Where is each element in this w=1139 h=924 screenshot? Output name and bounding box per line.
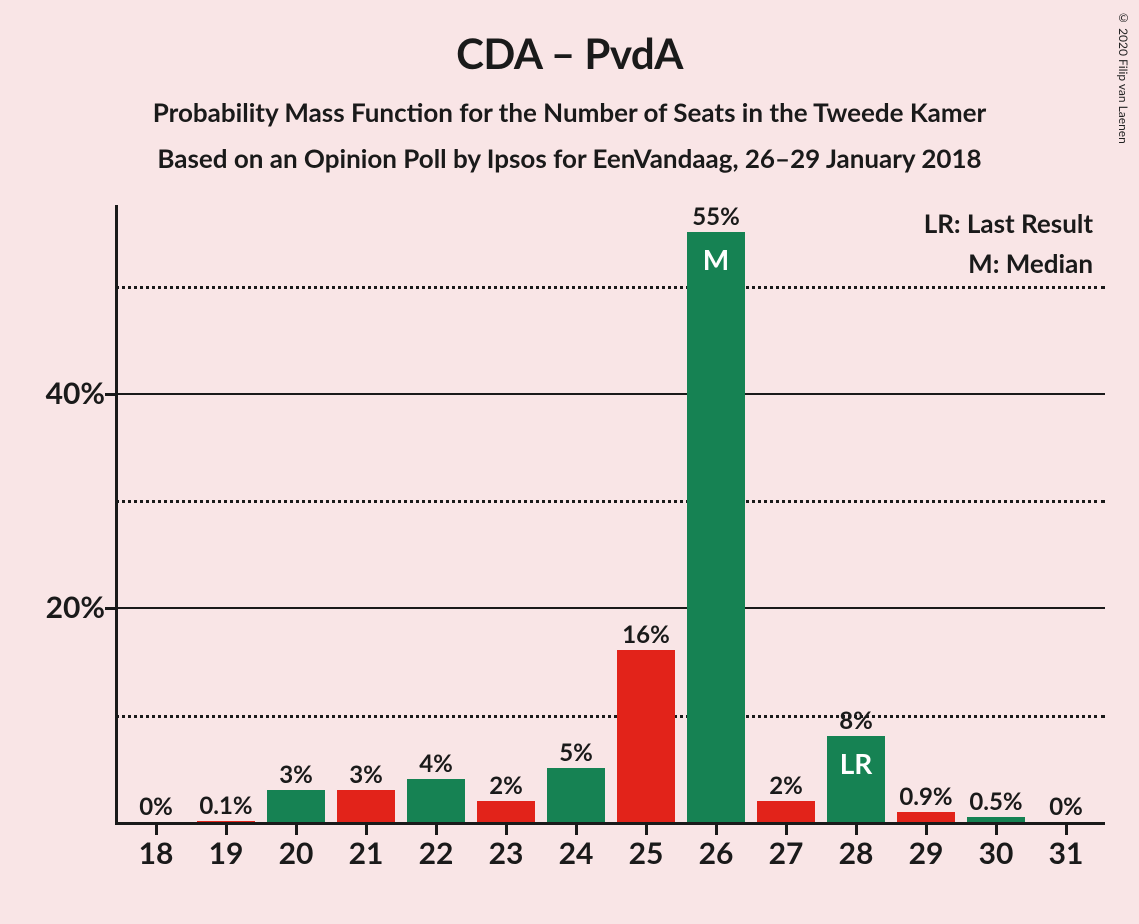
bar-25 (617, 650, 675, 822)
x-tick-mark (575, 825, 578, 835)
x-tick-label-31: 31 (1049, 835, 1084, 871)
gridline-minor (115, 500, 1105, 503)
y-tick-label: 40% (46, 375, 105, 411)
bar-19 (197, 821, 255, 822)
bar-inside-label-26: M (703, 242, 729, 276)
x-tick-label-24: 24 (559, 835, 594, 871)
x-tick-mark (435, 825, 438, 835)
chart-plot-area: LR: Last Result M: Median 20%40%0%180.1%… (115, 205, 1105, 825)
bar-value-label-28: 8% (839, 706, 873, 735)
x-tick-label-29: 29 (909, 835, 944, 871)
legend-m: M: Median (924, 247, 1093, 279)
bar-24 (547, 768, 605, 822)
x-tick-mark (365, 825, 368, 835)
y-tick-mark (105, 607, 115, 610)
y-axis-line (115, 205, 118, 825)
x-tick-mark (155, 825, 158, 835)
chart-title: CDA – PvdA (0, 0, 1139, 78)
copyright-text: © 2020 Filip van Laenen (1116, 10, 1131, 144)
gridline-minor (115, 715, 1105, 718)
bar-value-label-29: 0.9% (899, 782, 952, 811)
x-tick-label-30: 30 (979, 835, 1014, 871)
x-tick-mark (505, 825, 508, 835)
x-tick-mark (1065, 825, 1068, 835)
bar-value-label-25: 16% (622, 620, 670, 649)
bar-value-label-20: 3% (279, 760, 313, 789)
bar-27 (757, 801, 815, 822)
x-tick-label-25: 25 (629, 835, 664, 871)
bar-20 (267, 790, 325, 822)
x-tick-label-21: 21 (349, 835, 384, 871)
x-tick-label-22: 22 (419, 835, 454, 871)
bar-value-label-27: 2% (769, 771, 803, 800)
bar-29 (897, 812, 955, 822)
x-tick-label-20: 20 (279, 835, 314, 871)
x-tick-mark (855, 825, 858, 835)
bar-value-label-19: 0.1% (199, 791, 252, 820)
bar-value-label-30: 0.5% (969, 787, 1022, 816)
gridline-major (115, 393, 1105, 395)
bar-value-label-31: 0% (1049, 792, 1083, 821)
x-tick-label-23: 23 (489, 835, 524, 871)
bar-value-label-24: 5% (559, 738, 593, 767)
x-axis-line (115, 822, 1105, 825)
bar-value-label-26: 55% (692, 202, 740, 231)
gridline-minor (115, 286, 1105, 289)
bar-value-label-21: 3% (349, 760, 383, 789)
x-tick-label-18: 18 (139, 835, 174, 871)
y-tick-label: 20% (46, 589, 105, 625)
x-tick-label-28: 28 (839, 835, 874, 871)
bar-inside-label-28: LR (840, 746, 873, 780)
bar-26: M (687, 232, 745, 822)
x-tick-mark (785, 825, 788, 835)
bar-28: LR (827, 736, 885, 822)
x-tick-label-19: 19 (209, 835, 244, 871)
gridline-major (115, 607, 1105, 609)
bar-30 (967, 817, 1025, 822)
legend-lr: LR: Last Result (924, 207, 1093, 239)
bar-value-label-23: 2% (489, 771, 523, 800)
chart-legend: LR: Last Result M: Median (924, 207, 1093, 287)
x-tick-mark (715, 825, 718, 835)
x-tick-mark (995, 825, 998, 835)
bar-value-label-18: 0% (139, 792, 173, 821)
bar-23 (477, 801, 535, 822)
bar-22 (407, 779, 465, 822)
x-tick-mark (645, 825, 648, 835)
x-tick-mark (225, 825, 228, 835)
x-tick-label-27: 27 (769, 835, 804, 871)
x-tick-mark (295, 825, 298, 835)
chart-subtitle-1: Probability Mass Function for the Number… (0, 96, 1139, 128)
bar-value-label-22: 4% (419, 749, 453, 778)
x-tick-label-26: 26 (699, 835, 734, 871)
x-tick-mark (925, 825, 928, 835)
y-tick-mark (105, 393, 115, 396)
bar-21 (337, 790, 395, 822)
chart-subtitle-2: Based on an Opinion Poll by Ipsos for Ee… (0, 142, 1139, 174)
